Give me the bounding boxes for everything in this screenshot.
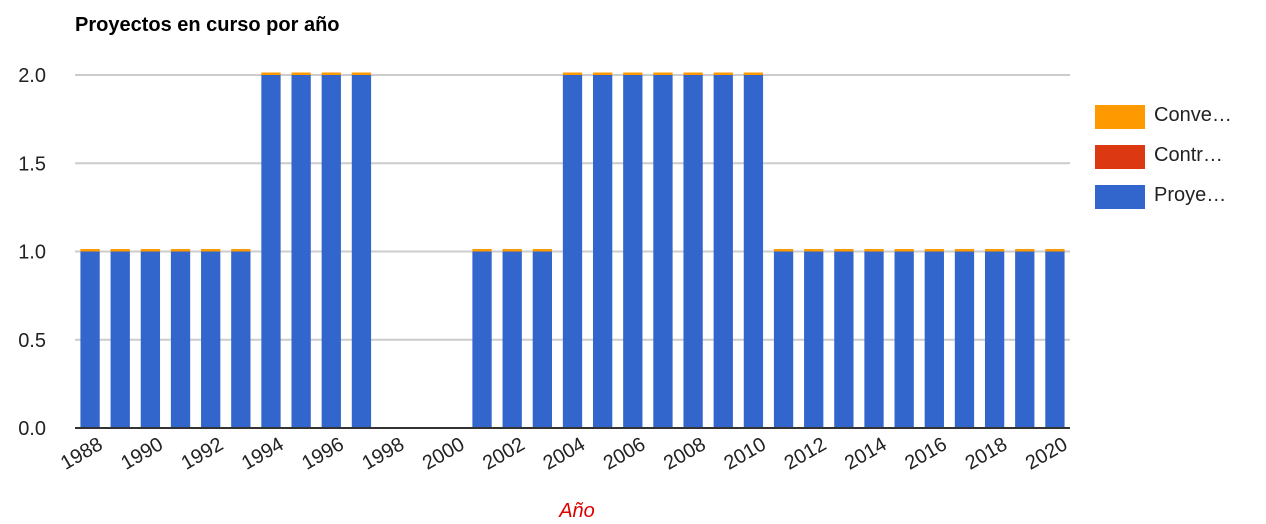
bar-1994-proye[interactable] (261, 75, 281, 428)
bar-2001-conve[interactable] (472, 249, 492, 252)
bar-2017-conve[interactable] (954, 249, 975, 252)
bar-2016-proye[interactable] (924, 251, 944, 429)
bar-2011-proye[interactable] (773, 251, 794, 429)
bar-2007-conve[interactable] (653, 72, 673, 76)
bar-2011-conve[interactable] (773, 249, 794, 252)
bar-1989-conve[interactable] (110, 249, 130, 252)
bar-2004-conve[interactable] (562, 72, 583, 76)
x-tick-label: 2018 (962, 433, 1012, 474)
bar-2014-conve[interactable] (864, 249, 884, 252)
bar-1990-proye[interactable] (140, 251, 161, 429)
bar-2019-proye[interactable] (1015, 251, 1035, 429)
legend-label-proye: Proye… (1154, 184, 1227, 206)
bar-1992-conve[interactable] (201, 249, 221, 252)
bar-2013-proye[interactable] (834, 251, 854, 429)
x-tick-label: 1996 (298, 433, 348, 474)
legend-swatch-contr (1095, 145, 1145, 169)
chart-title: Proyectos en curso por año (75, 14, 340, 36)
legend-label-contr: Contr… (1154, 144, 1223, 166)
bar-1993-conve[interactable] (231, 249, 251, 252)
bars (80, 72, 1065, 429)
x-tick-label: 2002 (479, 433, 529, 474)
bar-2012-proye[interactable] (804, 251, 824, 429)
bar-2012-conve[interactable] (804, 249, 824, 252)
bar-2009-conve[interactable] (713, 72, 733, 76)
x-tick-label: 2020 (1022, 433, 1072, 474)
bar-2018-proye[interactable] (984, 251, 1005, 429)
bar-2008-conve[interactable] (683, 72, 703, 76)
x-tick-label: 2004 (539, 433, 589, 474)
bar-1990-conve[interactable] (140, 249, 161, 252)
bar-1996-conve[interactable] (321, 72, 341, 76)
legend-item-contr[interactable]: Contr… (1095, 144, 1265, 170)
bar-2003-conve[interactable] (532, 249, 552, 252)
bar-2020-conve[interactable] (1045, 249, 1065, 252)
bar-1988-proye[interactable] (80, 251, 100, 429)
bar-1991-conve[interactable] (170, 249, 191, 252)
bar-1997-conve[interactable] (351, 72, 372, 76)
bar-2006-proye[interactable] (623, 75, 643, 428)
bar-2001-proye[interactable] (472, 251, 492, 429)
bar-2009-proye[interactable] (713, 75, 733, 428)
bar-2003-proye[interactable] (532, 251, 552, 429)
bar-2007-proye[interactable] (653, 75, 673, 428)
bar-2015-proye[interactable] (894, 251, 914, 429)
bar-2006-conve[interactable] (623, 72, 643, 76)
bar-1996-proye[interactable] (321, 75, 341, 428)
bar-2004-proye[interactable] (562, 75, 583, 428)
bar-1995-conve[interactable] (291, 72, 311, 76)
y-tick-label: 0.0 (18, 418, 46, 440)
y-axis-ticks: 0.0 0.5 1.0 1.5 2.0 (18, 65, 46, 440)
bar-1997-proye[interactable] (351, 75, 372, 428)
y-tick-label: 2.0 (18, 65, 46, 87)
bar-1989-proye[interactable] (110, 251, 130, 429)
bar-2005-proye[interactable] (593, 75, 613, 428)
legend-item-proye[interactable]: Proye… (1095, 184, 1265, 210)
bar-2005-conve[interactable] (593, 72, 613, 76)
bar-1988-conve[interactable] (80, 249, 100, 252)
x-tick-label: 1992 (178, 433, 228, 474)
y-tick-label: 0.5 (18, 330, 46, 352)
x-tick-label: 2006 (600, 433, 650, 474)
bar-1994-conve[interactable] (261, 72, 281, 76)
x-tick-label: 1994 (238, 433, 288, 474)
x-tick-label: 1990 (117, 433, 167, 474)
bar-2008-proye[interactable] (683, 75, 703, 428)
x-axis-ticks: 1988 1990 1992 1994 1996 1998 2000 2002 2004 2006… (57, 433, 1071, 474)
bar-2010-conve[interactable] (743, 72, 764, 76)
x-tick-label: 2014 (841, 433, 891, 474)
bar-1991-proye[interactable] (170, 251, 191, 429)
bar-2016-conve[interactable] (924, 249, 944, 252)
bar-2019-conve[interactable] (1015, 249, 1035, 252)
x-tick-label: 1998 (359, 433, 409, 474)
bar-1995-proye[interactable] (291, 75, 311, 428)
y-tick-label: 1.0 (18, 242, 46, 264)
legend-swatch-conve (1095, 105, 1145, 129)
bar-1993-proye[interactable] (231, 251, 251, 429)
bar-2002-proye[interactable] (502, 251, 522, 429)
bar-2017-proye[interactable] (954, 251, 975, 429)
legend-item-conve[interactable]: Conve… (1095, 104, 1265, 130)
x-tick-label: 2000 (419, 433, 469, 474)
bar-2020-proye[interactable] (1045, 251, 1065, 429)
bar-2010-proye[interactable] (743, 75, 764, 428)
x-tick-label: 2010 (720, 433, 770, 474)
legend-label-conve: Conve… (1154, 104, 1232, 126)
bar-2014-proye[interactable] (864, 251, 884, 429)
bar-1992-proye[interactable] (201, 251, 221, 429)
bar-2002-conve[interactable] (502, 249, 522, 252)
x-tick-label: 1988 (57, 433, 107, 474)
x-tick-label: 2008 (660, 433, 710, 474)
x-tick-label: 2012 (781, 433, 831, 474)
x-axis-title: Año (559, 500, 595, 522)
legend-swatch-proye (1095, 185, 1145, 209)
bar-2018-conve[interactable] (984, 249, 1005, 252)
y-tick-label: 1.5 (18, 153, 46, 175)
bar-2015-conve[interactable] (894, 249, 914, 252)
bar-2013-conve[interactable] (834, 249, 854, 252)
x-tick-label: 2016 (901, 433, 951, 474)
